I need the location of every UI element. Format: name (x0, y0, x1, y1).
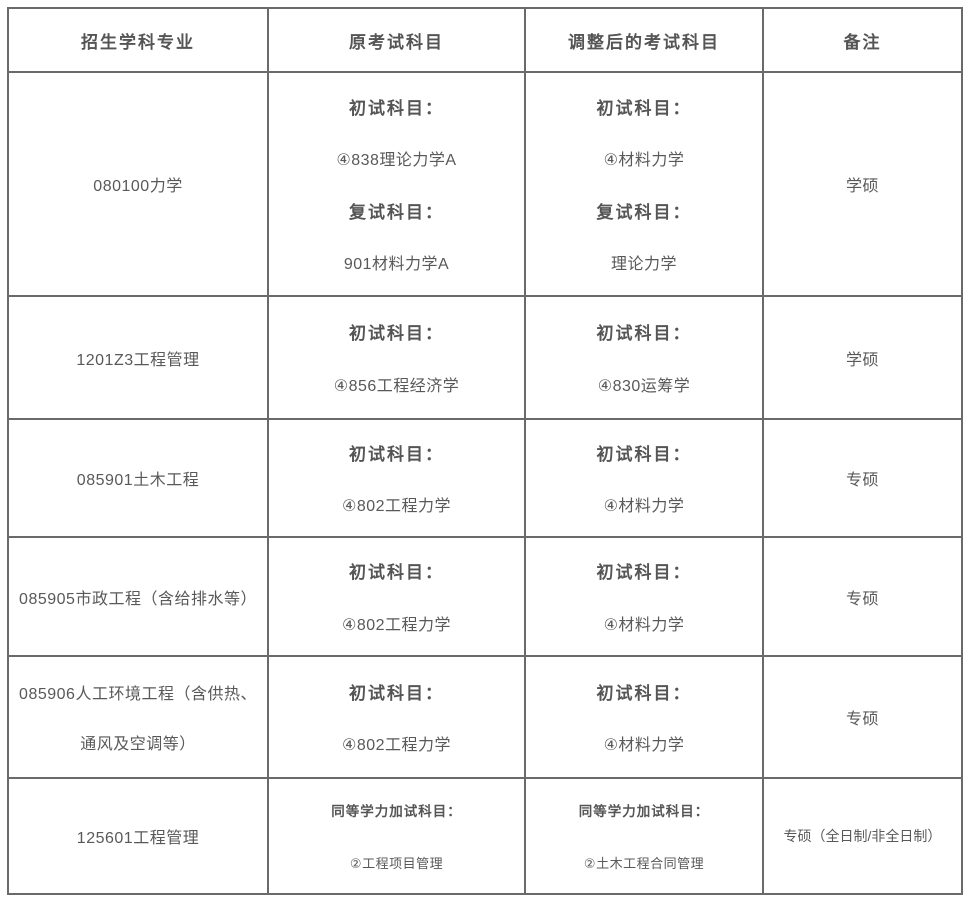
table-row-1201z3: 1201Z3工程管理 初试科目： ④856工程经济学 初试科目： ④830运筹学… (7, 295, 963, 420)
subject-stack: 初试科目： ④802工程力学 (269, 665, 524, 769)
major-text: 1201Z3工程管理 (76, 351, 200, 369)
subject-name: ④材料力学 (603, 616, 685, 634)
major-cell: 085906人工环境工程（含供热、 通风及空调等） (7, 655, 269, 779)
table-row-080100: 080100力学 初试科目： ④838理论力学A 复试科目： 901材料力学A … (7, 71, 963, 297)
subject-name: ④材料力学 (603, 498, 685, 515)
note-cell: 学硕 (762, 71, 963, 297)
subject-name: ④838理论力学A (336, 152, 457, 169)
note-text: 专硕 (845, 590, 879, 608)
major-stack: 085906人工环境工程（含供热、 通风及空调等） (9, 667, 267, 767)
subject-name: ④材料力学 (603, 152, 685, 169)
major-cell: 080100力学 (7, 71, 269, 297)
adjusted-subjects-cell: 初试科目： ④材料力学 (524, 536, 764, 657)
original-subjects-cell: 初试科目： ④856工程经济学 (267, 295, 526, 420)
subject-name: ④材料力学 (603, 737, 685, 754)
note-cell: 专硕 (762, 536, 963, 657)
subject-stack: 初试科目： ④材料力学 (526, 545, 762, 649)
subject-stack: 同等学力加试科目： ②工程项目管理 (269, 784, 524, 888)
subject-section-label: 初试科目： (596, 98, 692, 118)
note-cell: 专硕（全日制/非全日制） (762, 777, 963, 895)
adjusted-subjects-cell: 初试科目： ④材料力学 复试科目： 理论力学 (524, 71, 764, 297)
original-subjects-cell: 初试科目： ④802工程力学 (267, 655, 526, 779)
subject-section-label: 初试科目： (596, 444, 692, 464)
note-text: 专硕（全日制/非全日制） (783, 828, 942, 844)
exam-subjects-table: 招生学科专业 原考试科目 调整后的考试科目 备注 080100力学 初试科目： … (7, 7, 963, 895)
subject-section-label: 初试科目： (349, 98, 444, 118)
adjusted-subjects-cell: 初试科目： ④830运筹学 (524, 295, 764, 420)
major-text: 080100力学 (93, 178, 183, 195)
subject-section-label: 同等学力加试科目： (578, 804, 710, 819)
major-text: 085901土木工程 (76, 472, 200, 489)
subject-section-label: 初试科目： (349, 324, 444, 343)
header-original-subjects: 原考试科目 (267, 7, 526, 73)
major-cell: 085901土木工程 (7, 418, 269, 538)
header-major: 招生学科专业 (7, 7, 269, 73)
major-cell: 085905市政工程（含给排水等） (7, 536, 269, 657)
subject-stack: 初试科目： ④830运筹学 (526, 306, 762, 410)
original-subjects-cell: 初试科目： ④802工程力学 (267, 536, 526, 657)
table-row-085906: 085906人工环境工程（含供热、 通风及空调等） 初试科目： ④802工程力学… (7, 655, 963, 779)
subject-name: ②土木工程合同管理 (583, 855, 705, 871)
subject-name: 901材料力学A (343, 256, 450, 273)
subject-section-label: 复试科目： (349, 202, 444, 222)
note-text: 专硕 (845, 472, 879, 489)
major-text-line2: 通风及空调等） (80, 736, 196, 753)
subject-name: ④856工程经济学 (333, 377, 460, 395)
subject-section-label: 初试科目： (349, 683, 444, 703)
subject-name: ④802工程力学 (341, 616, 452, 634)
subject-section-label: 同等学力加试科目： (331, 804, 462, 819)
header-row: 招生学科专业 原考试科目 调整后的考试科目 备注 (7, 7, 963, 73)
note-text: 学硕 (845, 351, 879, 369)
subject-section-label: 初试科目： (349, 444, 444, 464)
original-subjects-cell: 初试科目： ④802工程力学 (267, 418, 526, 538)
subject-name: ④830运筹学 (597, 377, 691, 395)
subject-name: 理论力学 (610, 256, 677, 273)
subject-section-label: 复试科目： (596, 202, 692, 222)
subject-section-label: 初试科目： (596, 324, 692, 343)
major-text: 125601工程管理 (76, 830, 200, 847)
major-cell: 1201Z3工程管理 (7, 295, 269, 420)
subject-name: ④802工程力学 (341, 498, 452, 515)
note-text: 学硕 (845, 178, 879, 195)
adjusted-subjects-cell: 初试科目： ④材料力学 (524, 418, 764, 538)
table-row-085901: 085901土木工程 初试科目： ④802工程力学 初试科目： ④材料力学 专硕 (7, 418, 963, 538)
subject-name: ②工程项目管理 (349, 855, 444, 871)
subject-stack: 同等学力加试科目： ②土木工程合同管理 (526, 784, 762, 888)
subject-stack: 初试科目： ④856工程经济学 (269, 306, 524, 410)
subject-name: ④802工程力学 (341, 737, 452, 754)
note-cell: 专硕 (762, 418, 963, 538)
subject-section-label: 初试科目： (596, 563, 692, 582)
note-text: 专硕 (845, 711, 879, 728)
subject-stack: 初试科目： ④802工程力学 (269, 426, 524, 530)
subject-stack: 初试科目： ④材料力学 (526, 665, 762, 769)
subject-stack: 初试科目： ④材料力学 (526, 426, 762, 530)
major-text-line1: 085906人工环境工程（含供热、 (19, 686, 257, 703)
table-row-085905: 085905市政工程（含给排水等） 初试科目： ④802工程力学 初试科目： ④… (7, 536, 963, 657)
note-cell: 学硕 (762, 295, 963, 420)
major-text: 085905市政工程（含给排水等） (19, 590, 257, 608)
header-note: 备注 (762, 7, 963, 73)
subject-stack: 初试科目： ④802工程力学 (269, 545, 524, 649)
note-cell: 专硕 (762, 655, 963, 779)
original-subjects-cell: 同等学力加试科目： ②工程项目管理 (267, 777, 526, 895)
adjusted-subjects-cell: 初试科目： ④材料力学 (524, 655, 764, 779)
adjusted-subjects-cell: 同等学力加试科目： ②土木工程合同管理 (524, 777, 764, 895)
table-row-125601: 125601工程管理 同等学力加试科目： ②工程项目管理 同等学力加试科目： ②… (7, 777, 963, 895)
subject-stack: 初试科目： ④材料力学 复试科目： 理论力学 (526, 80, 762, 288)
subject-stack: 初试科目： ④838理论力学A 复试科目： 901材料力学A (269, 80, 524, 288)
original-subjects-cell: 初试科目： ④838理论力学A 复试科目： 901材料力学A (267, 71, 526, 297)
subject-section-label: 初试科目： (349, 563, 444, 582)
major-cell: 125601工程管理 (7, 777, 269, 895)
header-adjusted-subjects: 调整后的考试科目 (524, 7, 764, 73)
subject-section-label: 初试科目： (596, 683, 692, 703)
